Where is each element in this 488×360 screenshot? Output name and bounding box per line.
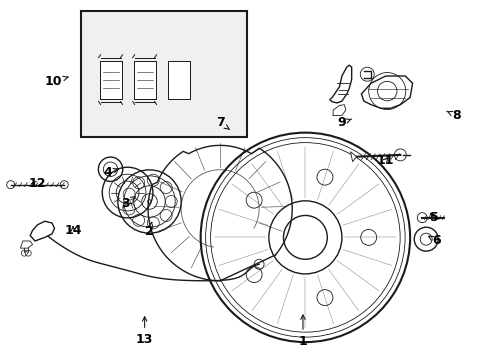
Text: 6: 6 (428, 234, 440, 247)
Bar (81, 12, 246, 137)
Polygon shape (133, 61, 155, 99)
Polygon shape (361, 76, 412, 108)
Text: 7: 7 (215, 116, 229, 130)
Polygon shape (329, 65, 351, 103)
Text: 5: 5 (429, 211, 438, 224)
Text: 3: 3 (121, 197, 135, 210)
Text: 12: 12 (29, 177, 46, 190)
Polygon shape (167, 61, 189, 99)
Text: 4: 4 (103, 166, 118, 179)
Polygon shape (350, 152, 356, 162)
Text: 8: 8 (446, 109, 460, 122)
Text: 14: 14 (64, 224, 81, 237)
Text: 11: 11 (376, 154, 394, 167)
Text: 13: 13 (136, 317, 153, 346)
Text: 10: 10 (45, 75, 68, 88)
Text: 1: 1 (298, 315, 306, 348)
Polygon shape (30, 221, 55, 241)
Text: 9: 9 (337, 116, 351, 129)
Polygon shape (100, 61, 121, 99)
Text: 2: 2 (145, 222, 154, 238)
Polygon shape (20, 241, 33, 248)
